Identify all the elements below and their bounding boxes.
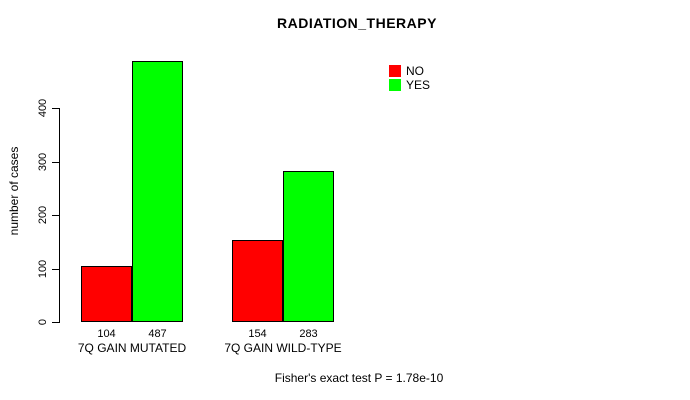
bar-value-label-no-7q-gain-wild-type: 154	[248, 328, 267, 340]
legend-swatch-yes	[389, 79, 401, 91]
bar-no-7q-gain-mutated	[81, 266, 132, 322]
y-tick-400	[52, 108, 60, 109]
y-tick-label-100: 100	[37, 259, 49, 279]
legend: NO YES	[389, 64, 430, 92]
y-tick-label-300: 300	[37, 152, 49, 172]
legend-row-no: NO	[389, 64, 430, 78]
bar-value-label-yes-7q-gain-mutated: 487	[148, 328, 167, 340]
y-tick-300	[52, 162, 60, 163]
y-tick-100	[52, 269, 60, 270]
bar-value-label-yes-7q-gain-wild-type: 283	[299, 328, 318, 340]
y-tick-0	[52, 322, 60, 323]
chart-title: RADIATION_THERAPY	[277, 15, 437, 31]
y-axis-title: number of cases	[7, 146, 21, 236]
bar-yes-7q-gain-mutated	[132, 61, 183, 322]
y-tick-label-200: 200	[37, 205, 49, 225]
bar-value-label-no-7q-gain-mutated: 104	[97, 328, 116, 340]
legend-swatch-no	[389, 65, 401, 77]
y-tick-label-0: 0	[37, 318, 49, 326]
y-tick-200	[52, 215, 60, 216]
stat-annotation: Fisher's exact test P = 1.78e-10	[274, 371, 444, 385]
legend-label-yes: YES	[406, 78, 431, 92]
bar-yes-7q-gain-wild-type	[283, 171, 334, 322]
legend-label-no: NO	[406, 64, 424, 78]
category-label-7q-gain-wild-type: 7Q GAIN WILD-TYPE	[224, 341, 342, 355]
y-tick-label-400: 400	[37, 98, 49, 118]
category-label-7q-gain-mutated: 7Q GAIN MUTATED	[77, 341, 187, 355]
bar-no-7q-gain-wild-type	[232, 240, 283, 322]
legend-row-yes: YES	[389, 78, 430, 92]
